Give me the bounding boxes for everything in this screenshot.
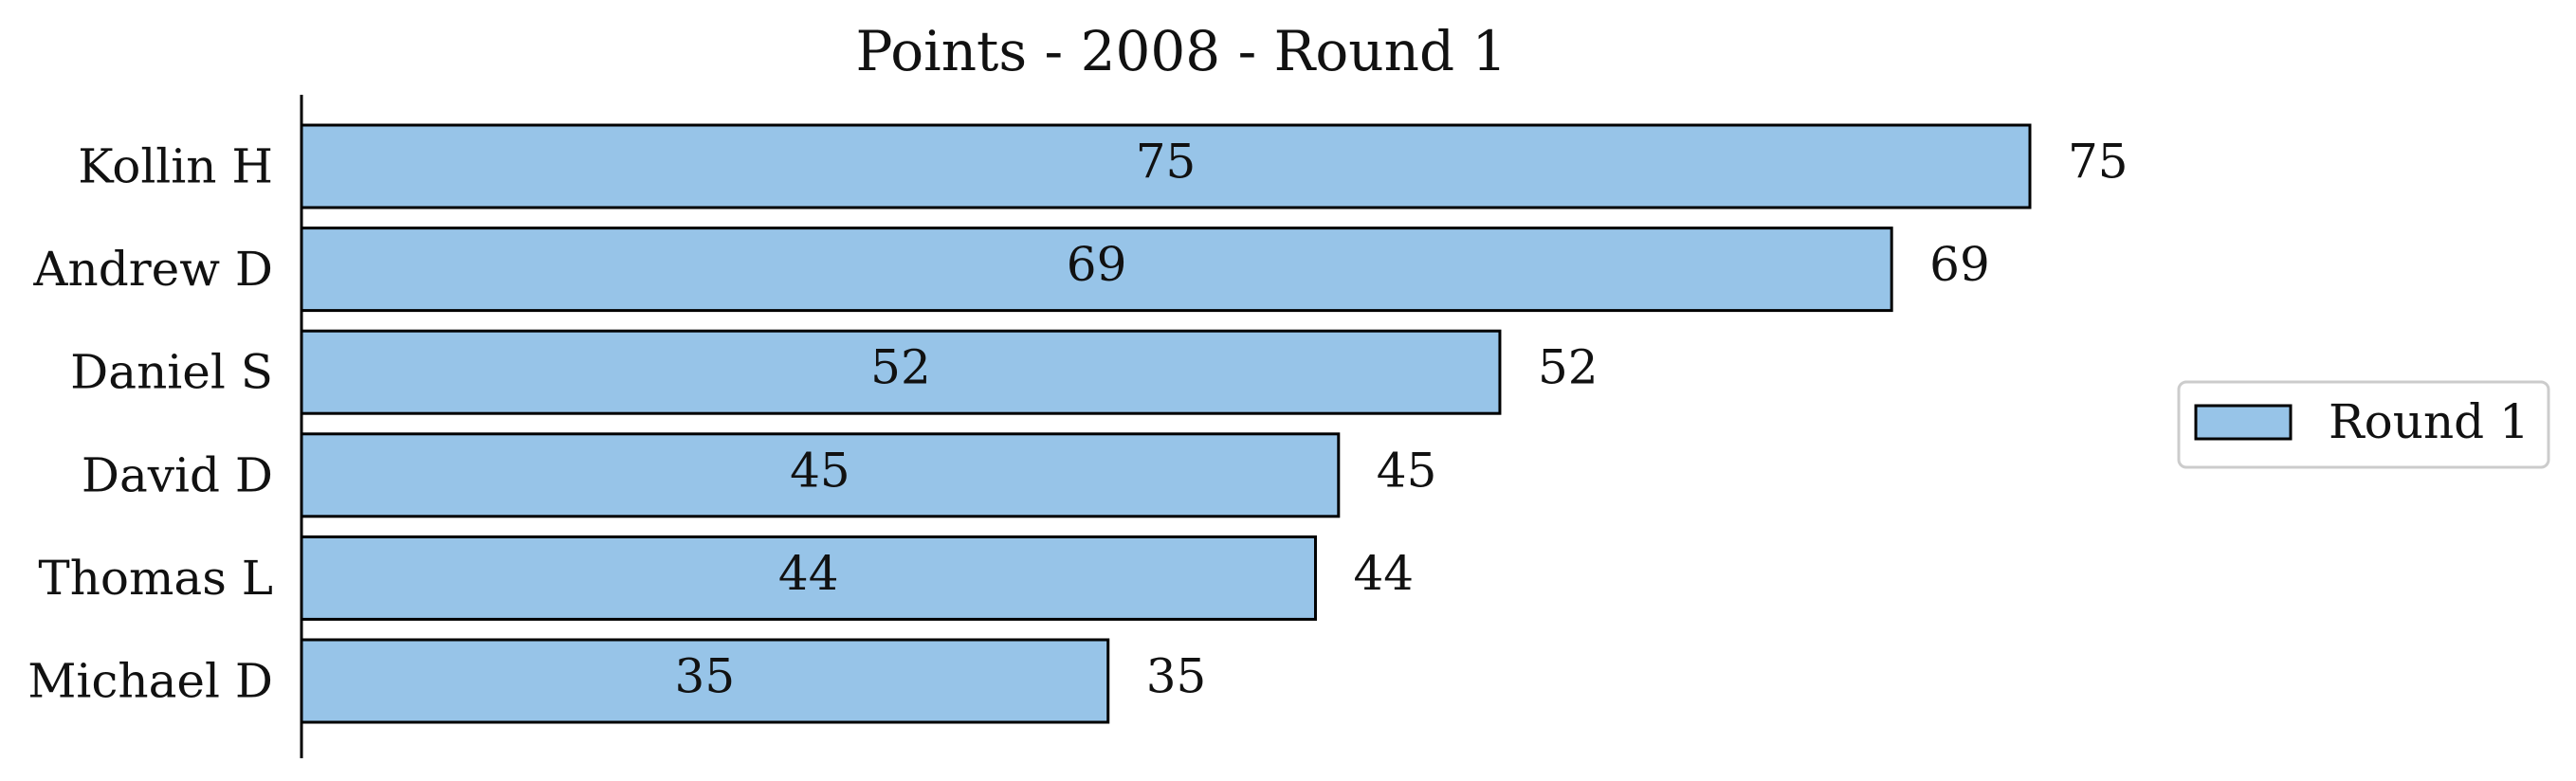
bar-value-label-inside: 44	[778, 546, 839, 601]
bar-value-label-inside: 75	[1136, 135, 1197, 190]
bar-value-label-outside: 35	[1146, 649, 1207, 704]
legend: Round 1	[2177, 380, 2550, 469]
y-tick-label: Thomas L	[38, 551, 273, 606]
y-tick-label: Daniel S	[70, 345, 273, 400]
y-tick-label: Andrew D	[32, 242, 273, 297]
bar-value-label-outside: 44	[1353, 546, 1414, 601]
bar-value-label-outside: 75	[2068, 135, 2128, 190]
bar-value-label-inside: 69	[1067, 237, 1127, 292]
legend-label: Round 1	[2329, 394, 2530, 449]
bar	[300, 535, 1317, 621]
legend-swatch	[2194, 404, 2293, 441]
bar-value-label-inside: 35	[675, 649, 736, 704]
bar	[300, 123, 2032, 209]
y-tick-label: Kollin H	[78, 139, 273, 194]
y-tick-label: Michael D	[27, 654, 273, 709]
bars-layer	[300, 123, 2032, 724]
y-tick-label: David D	[82, 447, 273, 502]
legend-frame	[2177, 380, 2550, 469]
bar-value-label-outside: 45	[1377, 443, 1437, 498]
bar	[300, 227, 1893, 313]
bar-value-label-outside: 69	[1929, 237, 1990, 292]
bar	[300, 432, 1341, 518]
chart-title: Points - 2008 - Round 1	[856, 19, 1507, 83]
labels-layer: Kollin H 75 75 Andrew D 69 69 Daniel S 52 52 Davi…	[27, 135, 2128, 709]
bar-value-label-outside: 52	[1538, 340, 1599, 395]
bar-value-label-inside: 45	[790, 443, 850, 498]
bar-value-label-inside: 52	[870, 340, 931, 395]
bar	[300, 329, 1502, 415]
